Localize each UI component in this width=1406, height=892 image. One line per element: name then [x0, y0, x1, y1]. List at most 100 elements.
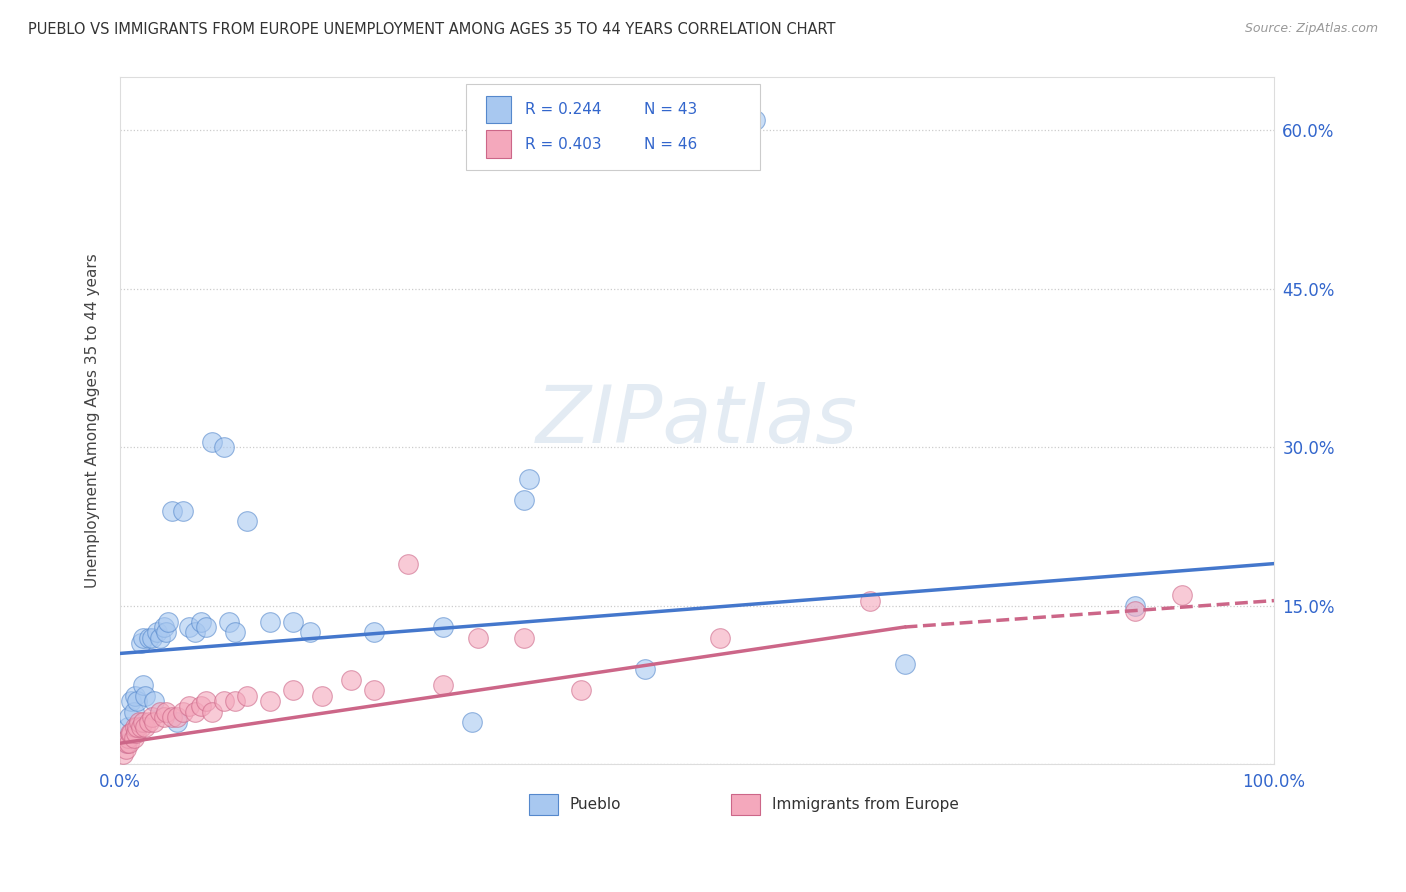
Point: [201, 705, 224, 719]
Point: [124, 689, 146, 703]
Text: PUEBLO VS IMMIGRANTS FROM EUROPE UNEMPLOYMENT AMONG AGES 35 TO 44 YEARS CORRELAT: PUEBLO VS IMMIGRANTS FROM EUROPE UNEMPLO…: [28, 22, 835, 37]
Point: [166, 710, 188, 724]
Point: [339, 673, 361, 687]
Text: Pueblo: Pueblo: [569, 797, 621, 812]
Text: ZIPatlas: ZIPatlas: [536, 382, 858, 460]
Text: R = 0.244: R = 0.244: [524, 103, 602, 117]
Point: [138, 631, 160, 645]
Point: [218, 615, 240, 629]
FancyBboxPatch shape: [731, 794, 761, 814]
Point: [132, 715, 155, 730]
Point: [709, 631, 731, 645]
Point: [166, 715, 188, 730]
Point: [155, 705, 177, 719]
Point: [117, 731, 139, 745]
Point: [149, 705, 172, 719]
Point: [115, 736, 138, 750]
Point: [893, 657, 915, 671]
Point: [461, 715, 484, 730]
Point: [129, 636, 152, 650]
Point: [120, 725, 142, 739]
Point: [1125, 604, 1147, 618]
Point: [114, 741, 136, 756]
Point: [155, 625, 177, 640]
Point: [432, 620, 454, 634]
Point: [259, 615, 281, 629]
Text: N = 43: N = 43: [644, 103, 697, 117]
Point: [172, 705, 194, 719]
Point: [124, 721, 146, 735]
Point: [129, 721, 152, 735]
Point: [125, 725, 148, 739]
Point: [152, 620, 174, 634]
Text: N = 46: N = 46: [644, 136, 697, 152]
Point: [132, 631, 155, 645]
Point: [432, 678, 454, 692]
Point: [259, 694, 281, 708]
Point: [195, 620, 218, 634]
Point: [195, 694, 218, 708]
Point: [184, 625, 207, 640]
Point: [172, 504, 194, 518]
Point: [145, 625, 167, 640]
Point: [117, 721, 139, 735]
Point: [184, 705, 207, 719]
Point: [177, 620, 200, 634]
Point: [141, 631, 163, 645]
Point: [1170, 588, 1192, 602]
Point: [160, 504, 183, 518]
Point: [190, 615, 212, 629]
FancyBboxPatch shape: [530, 794, 558, 814]
Point: [128, 715, 150, 730]
Point: [120, 694, 142, 708]
Point: [299, 625, 322, 640]
Point: [125, 721, 148, 735]
Point: [363, 625, 385, 640]
Point: [118, 710, 141, 724]
Point: [122, 705, 145, 719]
Point: [134, 689, 156, 703]
Point: [138, 715, 160, 730]
Point: [112, 747, 135, 761]
Text: Immigrants from Europe: Immigrants from Europe: [772, 797, 959, 812]
Point: [281, 615, 304, 629]
Point: [281, 683, 304, 698]
Point: [744, 112, 766, 127]
Point: [132, 678, 155, 692]
Point: [1125, 599, 1147, 613]
Point: [122, 731, 145, 745]
Point: [212, 441, 235, 455]
Point: [160, 710, 183, 724]
Point: [201, 435, 224, 450]
Point: [224, 694, 246, 708]
Point: [134, 721, 156, 735]
Point: [224, 625, 246, 640]
Point: [235, 514, 257, 528]
Point: [512, 631, 534, 645]
FancyBboxPatch shape: [465, 85, 761, 170]
Point: [571, 683, 593, 698]
Point: [143, 715, 166, 730]
Point: [396, 557, 419, 571]
Point: [190, 699, 212, 714]
Point: [467, 631, 489, 645]
Point: [125, 694, 148, 708]
Point: [152, 710, 174, 724]
Point: [512, 493, 534, 508]
Point: [235, 689, 257, 703]
Point: [141, 710, 163, 724]
FancyBboxPatch shape: [485, 96, 510, 123]
Point: [149, 631, 172, 645]
Point: [118, 736, 141, 750]
Point: [143, 694, 166, 708]
Point: [634, 662, 657, 676]
Point: [859, 593, 882, 607]
Point: [311, 689, 333, 703]
Point: [114, 736, 136, 750]
Y-axis label: Unemployment Among Ages 35 to 44 years: Unemployment Among Ages 35 to 44 years: [86, 253, 100, 589]
FancyBboxPatch shape: [485, 130, 510, 158]
Point: [157, 615, 180, 629]
Point: [212, 694, 235, 708]
Point: [519, 472, 541, 486]
Text: R = 0.403: R = 0.403: [524, 136, 602, 152]
